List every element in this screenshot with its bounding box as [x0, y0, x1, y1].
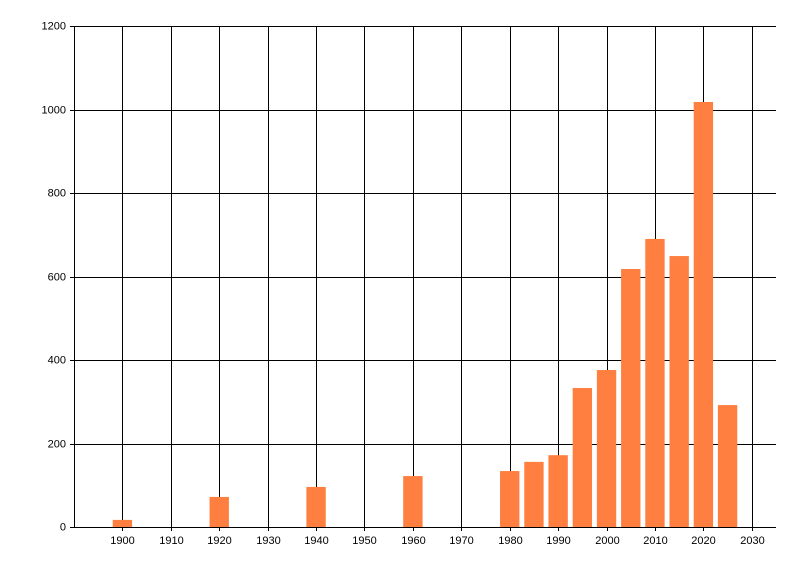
- y-tick-label: 1000: [42, 104, 66, 116]
- x-tick-label: 1900: [110, 535, 134, 547]
- x-tick-label: 1960: [401, 535, 425, 547]
- bar: [524, 461, 544, 527]
- bar: [596, 370, 617, 527]
- x-tick-label: 2020: [691, 535, 715, 547]
- bar: [669, 256, 689, 527]
- x-tick-label: 1940: [304, 535, 328, 547]
- bar: [209, 496, 229, 527]
- bar: [500, 471, 520, 527]
- x-tick-label: 1950: [352, 535, 376, 547]
- y-tick-label: 400: [48, 354, 66, 366]
- bar: [693, 101, 714, 528]
- x-tick-label: 2010: [643, 535, 667, 547]
- y-tick-label: 800: [48, 187, 66, 199]
- bar: [645, 238, 665, 528]
- y-tick-label: 600: [48, 271, 66, 283]
- bar: [403, 476, 423, 527]
- x-tick-label: 1970: [449, 535, 473, 547]
- x-tick-label: 1990: [546, 535, 570, 547]
- x-tick-label: 1980: [498, 535, 522, 547]
- bar: [572, 387, 593, 527]
- bar: [112, 519, 133, 527]
- x-tick-label: 1930: [256, 535, 280, 547]
- bar: [621, 268, 641, 527]
- y-tick-label: 1200: [42, 20, 66, 32]
- bar: [717, 405, 738, 527]
- x-tick-label: 1920: [207, 535, 231, 547]
- x-tick-label: 2030: [740, 535, 764, 547]
- y-tick-label: 0: [60, 521, 66, 533]
- y-tick-label: 200: [48, 438, 66, 450]
- bar: [548, 455, 568, 527]
- bar: [306, 486, 326, 527]
- x-tick-label: 2000: [595, 535, 619, 547]
- x-tick-label: 1910: [159, 535, 183, 547]
